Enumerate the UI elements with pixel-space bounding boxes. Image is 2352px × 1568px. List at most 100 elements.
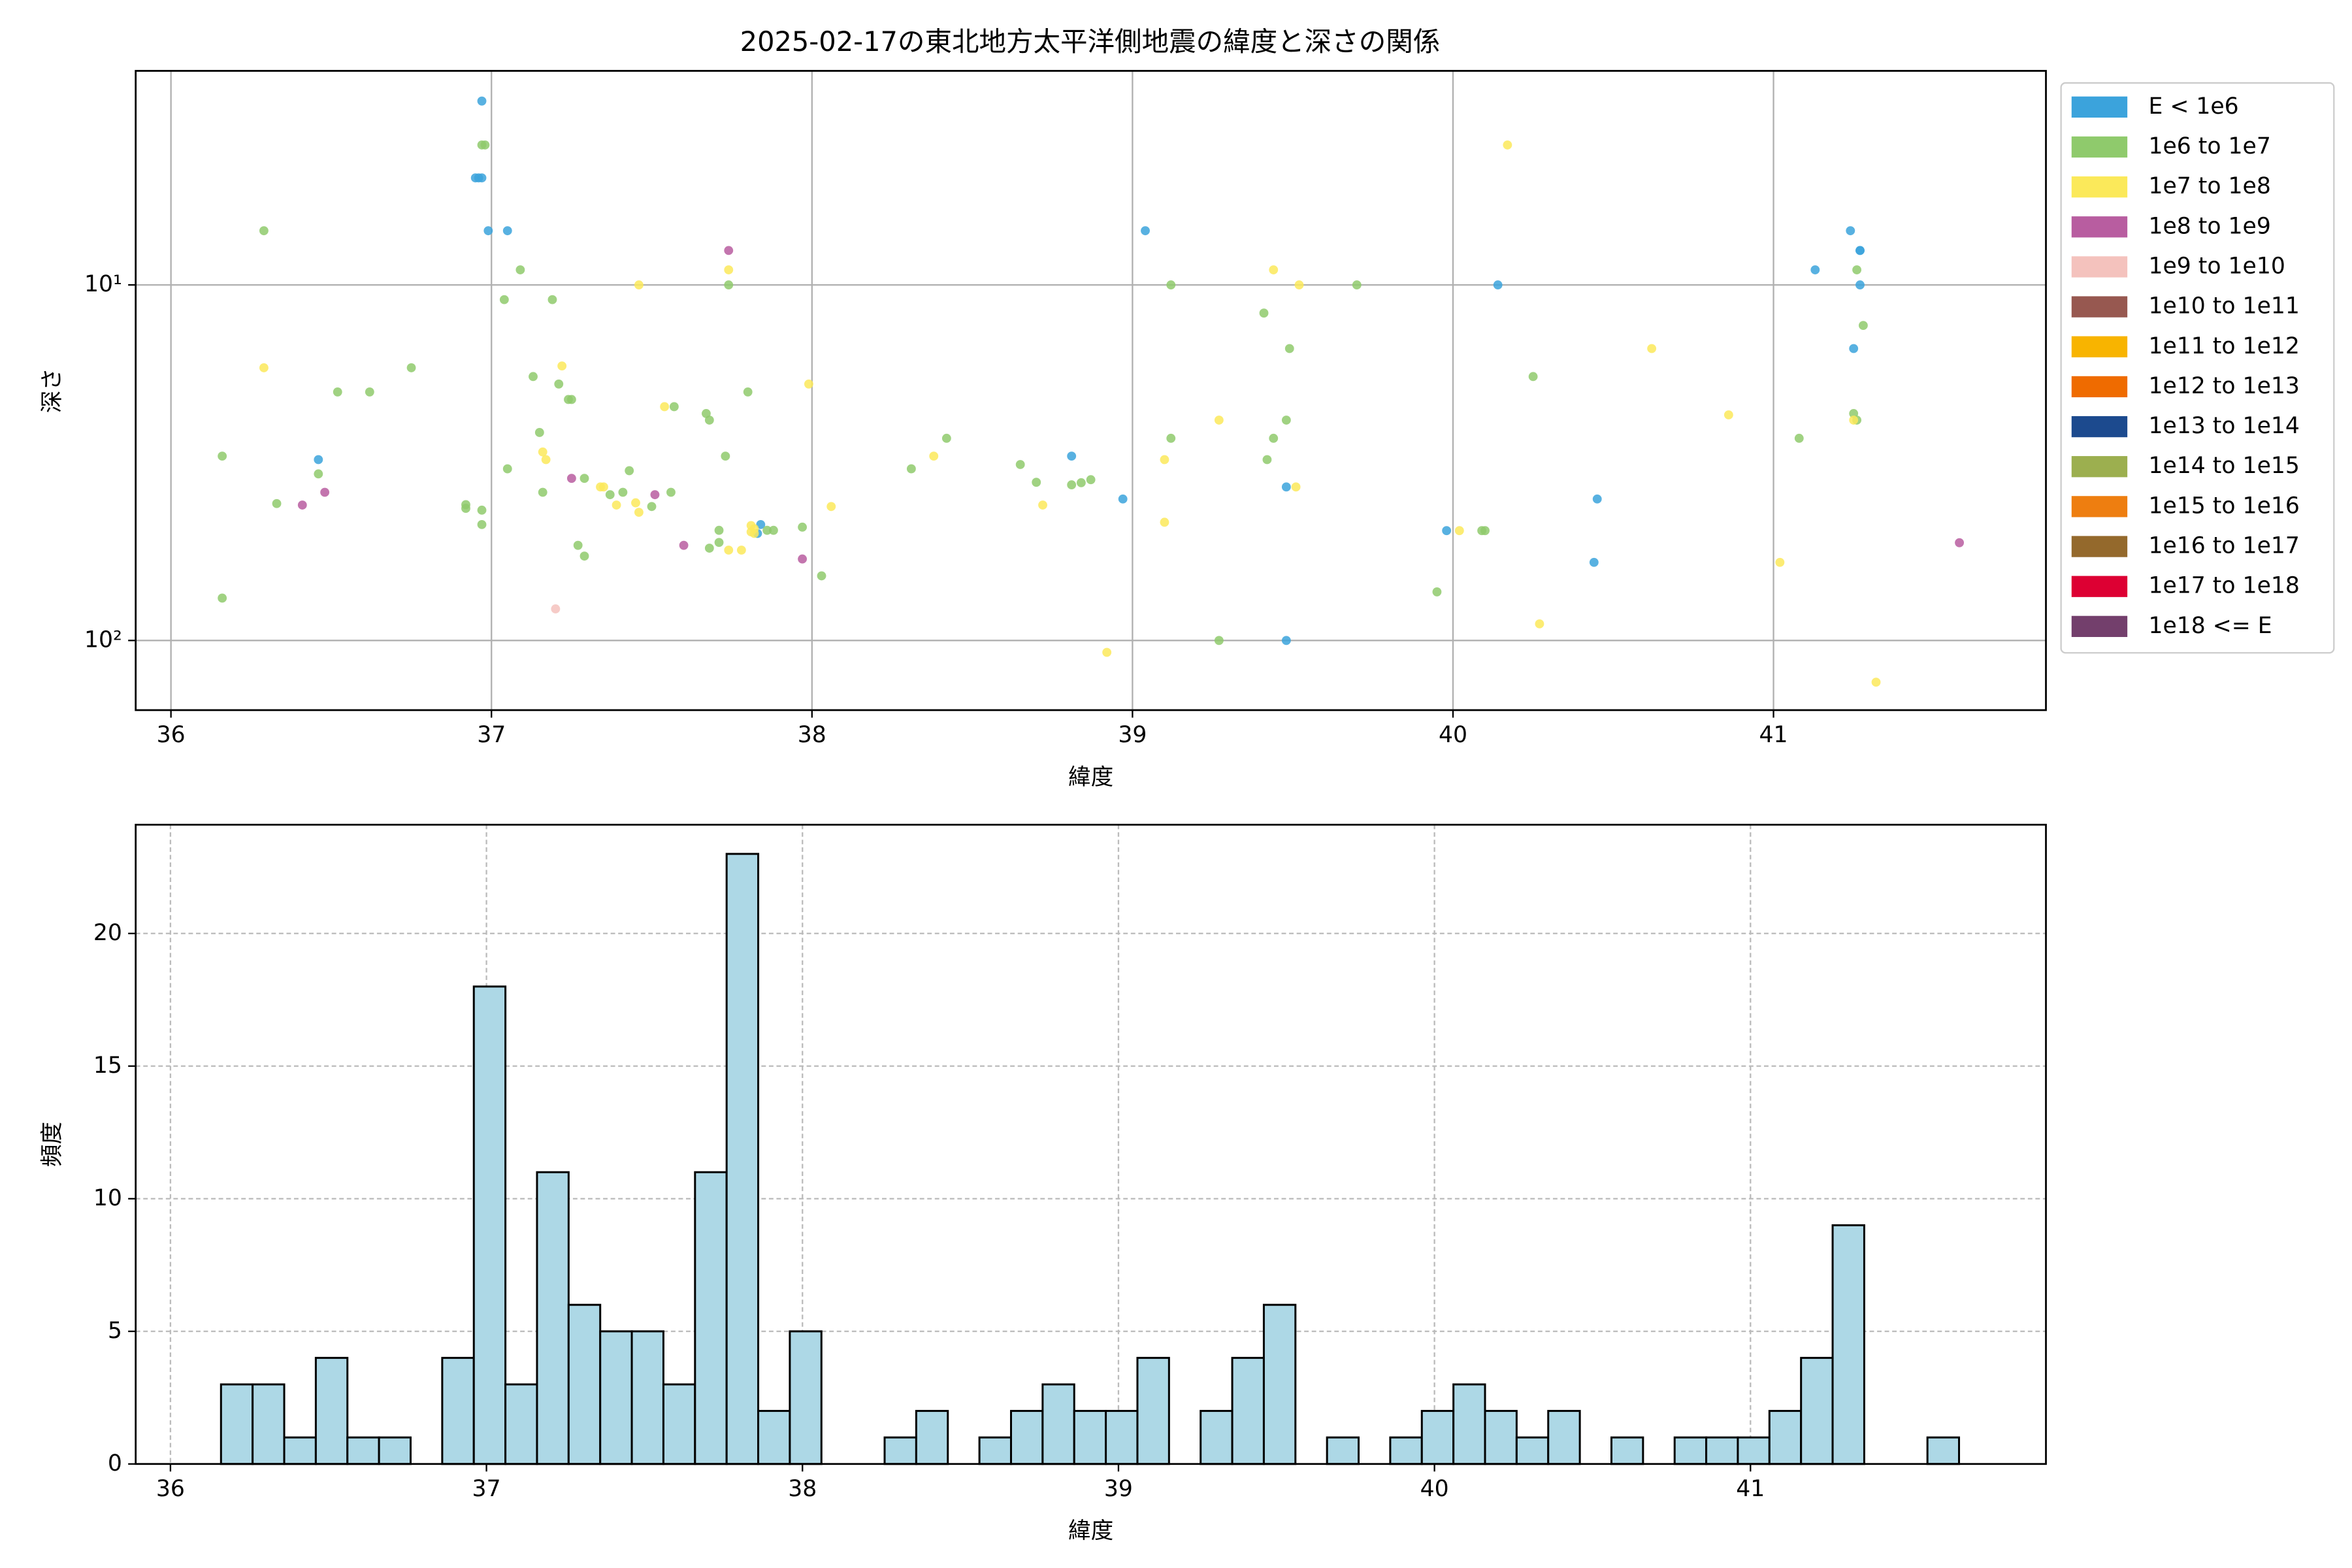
histogram-bar [630, 1330, 664, 1465]
scatter-point [618, 487, 628, 497]
scatter-point [1269, 265, 1279, 274]
scatter-point [941, 433, 951, 443]
x-tick-label: 36 [157, 722, 186, 748]
scatter-point [1794, 433, 1804, 443]
y-tick-label: 0 [108, 1450, 122, 1477]
scatter-point [1262, 455, 1272, 465]
scatter-point [736, 546, 746, 555]
histogram-bar [883, 1436, 917, 1465]
legend-label: 1e7 to 1e8 [2148, 173, 2270, 199]
histogram-bar [504, 1383, 538, 1465]
histogram-bar [1389, 1436, 1423, 1465]
legend-swatch [2071, 576, 2128, 597]
legend-label: 1e11 to 1e12 [2148, 333, 2299, 359]
histogram-bar [1610, 1436, 1644, 1465]
scatter-point [218, 451, 227, 461]
scatter-point [704, 416, 714, 425]
scatter-point [714, 525, 724, 535]
scatter-point [515, 265, 525, 274]
scatter-point [477, 519, 487, 529]
scatter-point [1855, 246, 1865, 255]
histogram-bar [536, 1171, 570, 1465]
y-tick-label: 10¹ [84, 271, 122, 297]
scatter-point [1166, 433, 1176, 443]
scatter-point [721, 451, 730, 461]
legend-label: 1e14 to 1e15 [2148, 453, 2299, 479]
y-tick-label: 15 [93, 1053, 122, 1079]
histogram-bar [662, 1383, 696, 1465]
legend-swatch [2071, 456, 2128, 478]
scatter-point [714, 538, 724, 547]
scatter-point [743, 387, 753, 397]
legend-swatch [2071, 216, 2128, 238]
scatter-point [724, 246, 734, 255]
histogram-bar [283, 1436, 317, 1465]
scatter-point [538, 487, 547, 497]
histogram-bar [1326, 1436, 1360, 1465]
histogram-bar [1926, 1436, 1961, 1465]
scatter-point [1076, 478, 1086, 487]
scatter-point [566, 474, 576, 483]
legend-swatch [2071, 256, 2128, 278]
scatter-point [259, 363, 269, 372]
scatter-point [534, 428, 544, 437]
scatter-point [1432, 587, 1442, 596]
scatter-point [1214, 416, 1224, 425]
legend-label: 1e15 to 1e16 [2148, 493, 2299, 519]
scatter-point [314, 455, 323, 465]
scatter-point [1291, 482, 1301, 492]
x-tick-label: 40 [1420, 1476, 1449, 1502]
scatter-point [666, 487, 676, 497]
scatter-point [1503, 140, 1512, 150]
legend-swatch [2071, 96, 2128, 118]
scatter-point [1166, 280, 1176, 290]
scatter-point [660, 402, 670, 412]
histogram-bar [1800, 1356, 1834, 1465]
legend-box [2060, 82, 2335, 654]
scatter-point [1849, 416, 1859, 425]
legend-swatch [2071, 496, 2128, 517]
histogram-bar [1547, 1410, 1581, 1465]
scatter-point [406, 363, 416, 372]
scatter-point [1955, 538, 1965, 547]
scatter-point [647, 502, 657, 512]
histogram-bar [1200, 1410, 1233, 1465]
scatter-point [483, 226, 493, 236]
histogram-bar [1009, 1410, 1044, 1465]
histogram-bar [599, 1330, 633, 1465]
x-tick-label: 41 [1759, 722, 1788, 748]
scatter-point [333, 387, 342, 397]
histogram-bar [1452, 1383, 1486, 1465]
scatter-point [320, 487, 330, 497]
scatter-point [1723, 410, 1733, 419]
x-tick-label: 38 [788, 1476, 817, 1502]
scatter-point [1214, 636, 1224, 645]
scatter-point [580, 474, 589, 483]
scatter-point [566, 395, 576, 404]
scatter-point [631, 498, 640, 508]
y-tick-label: 10 [93, 1185, 122, 1211]
scatter-point [557, 361, 567, 371]
scatter-point [1281, 416, 1291, 425]
scatter-point [724, 280, 734, 290]
x-tick-label: 36 [156, 1476, 185, 1502]
legend-label: 1e16 to 1e17 [2148, 533, 2299, 559]
scatter-point [1086, 475, 1096, 485]
legend-swatch [2071, 296, 2128, 318]
legend-label: 1e8 to 1e9 [2148, 213, 2270, 239]
scatter-point [1015, 460, 1025, 469]
x-tick-label: 37 [477, 722, 506, 748]
scatter-point [1480, 526, 1490, 536]
scatter-point [1067, 480, 1077, 490]
x-axis-label: 緯度 [1068, 764, 1113, 791]
legend-label: 1e13 to 1e14 [2148, 413, 2299, 439]
scatter-point [1294, 280, 1304, 290]
x-tick-label: 39 [1104, 1476, 1133, 1502]
scatter-point [297, 500, 307, 510]
histogram-bar [1484, 1410, 1518, 1465]
scatter-point [634, 508, 644, 517]
histogram-bar [1262, 1303, 1297, 1465]
histogram-bar [1515, 1436, 1550, 1465]
legend-swatch [2071, 336, 2128, 357]
